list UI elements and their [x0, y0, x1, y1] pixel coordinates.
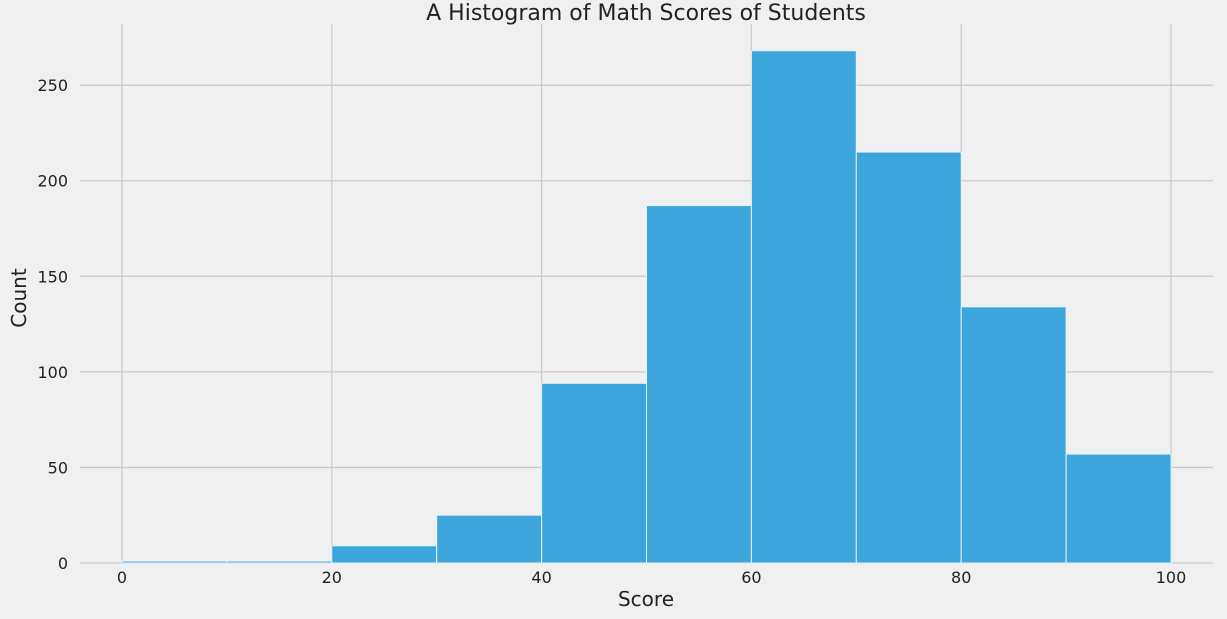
bars-layer	[121, 50, 1172, 564]
ticks-layer: 0 20 40 60 80 100 0 50 100 150 200 250	[37, 76, 1186, 587]
histogram-bar	[121, 560, 228, 564]
histogram-bar	[750, 50, 857, 564]
y-tick-label: 100	[37, 363, 68, 382]
histogram-bar	[541, 382, 647, 564]
y-tick-label: 50	[48, 458, 68, 477]
x-tick-label: 40	[531, 568, 551, 587]
x-tick-label: 60	[741, 568, 761, 587]
y-tick-label: 0	[58, 554, 68, 573]
y-tick-label: 150	[37, 267, 68, 286]
histogram-bar	[436, 514, 543, 564]
x-tick-label: 0	[117, 568, 127, 587]
histogram-bar	[646, 205, 752, 564]
y-tick-label: 200	[37, 172, 68, 191]
x-tick-label: 100	[1156, 568, 1187, 587]
y-axis-label: Count	[7, 268, 31, 328]
x-tick-label: 80	[951, 568, 971, 587]
x-tick-label: 20	[322, 568, 342, 587]
histogram-bar	[960, 306, 1067, 564]
chart-title: A Histogram of Math Scores of Students	[426, 1, 866, 26]
histogram-bar	[226, 560, 333, 564]
histogram-bar	[331, 545, 438, 564]
y-tick-label: 250	[37, 76, 68, 95]
x-axis-label: Score	[618, 587, 674, 611]
histogram-bar	[1065, 453, 1172, 564]
histogram-bar	[855, 151, 962, 564]
